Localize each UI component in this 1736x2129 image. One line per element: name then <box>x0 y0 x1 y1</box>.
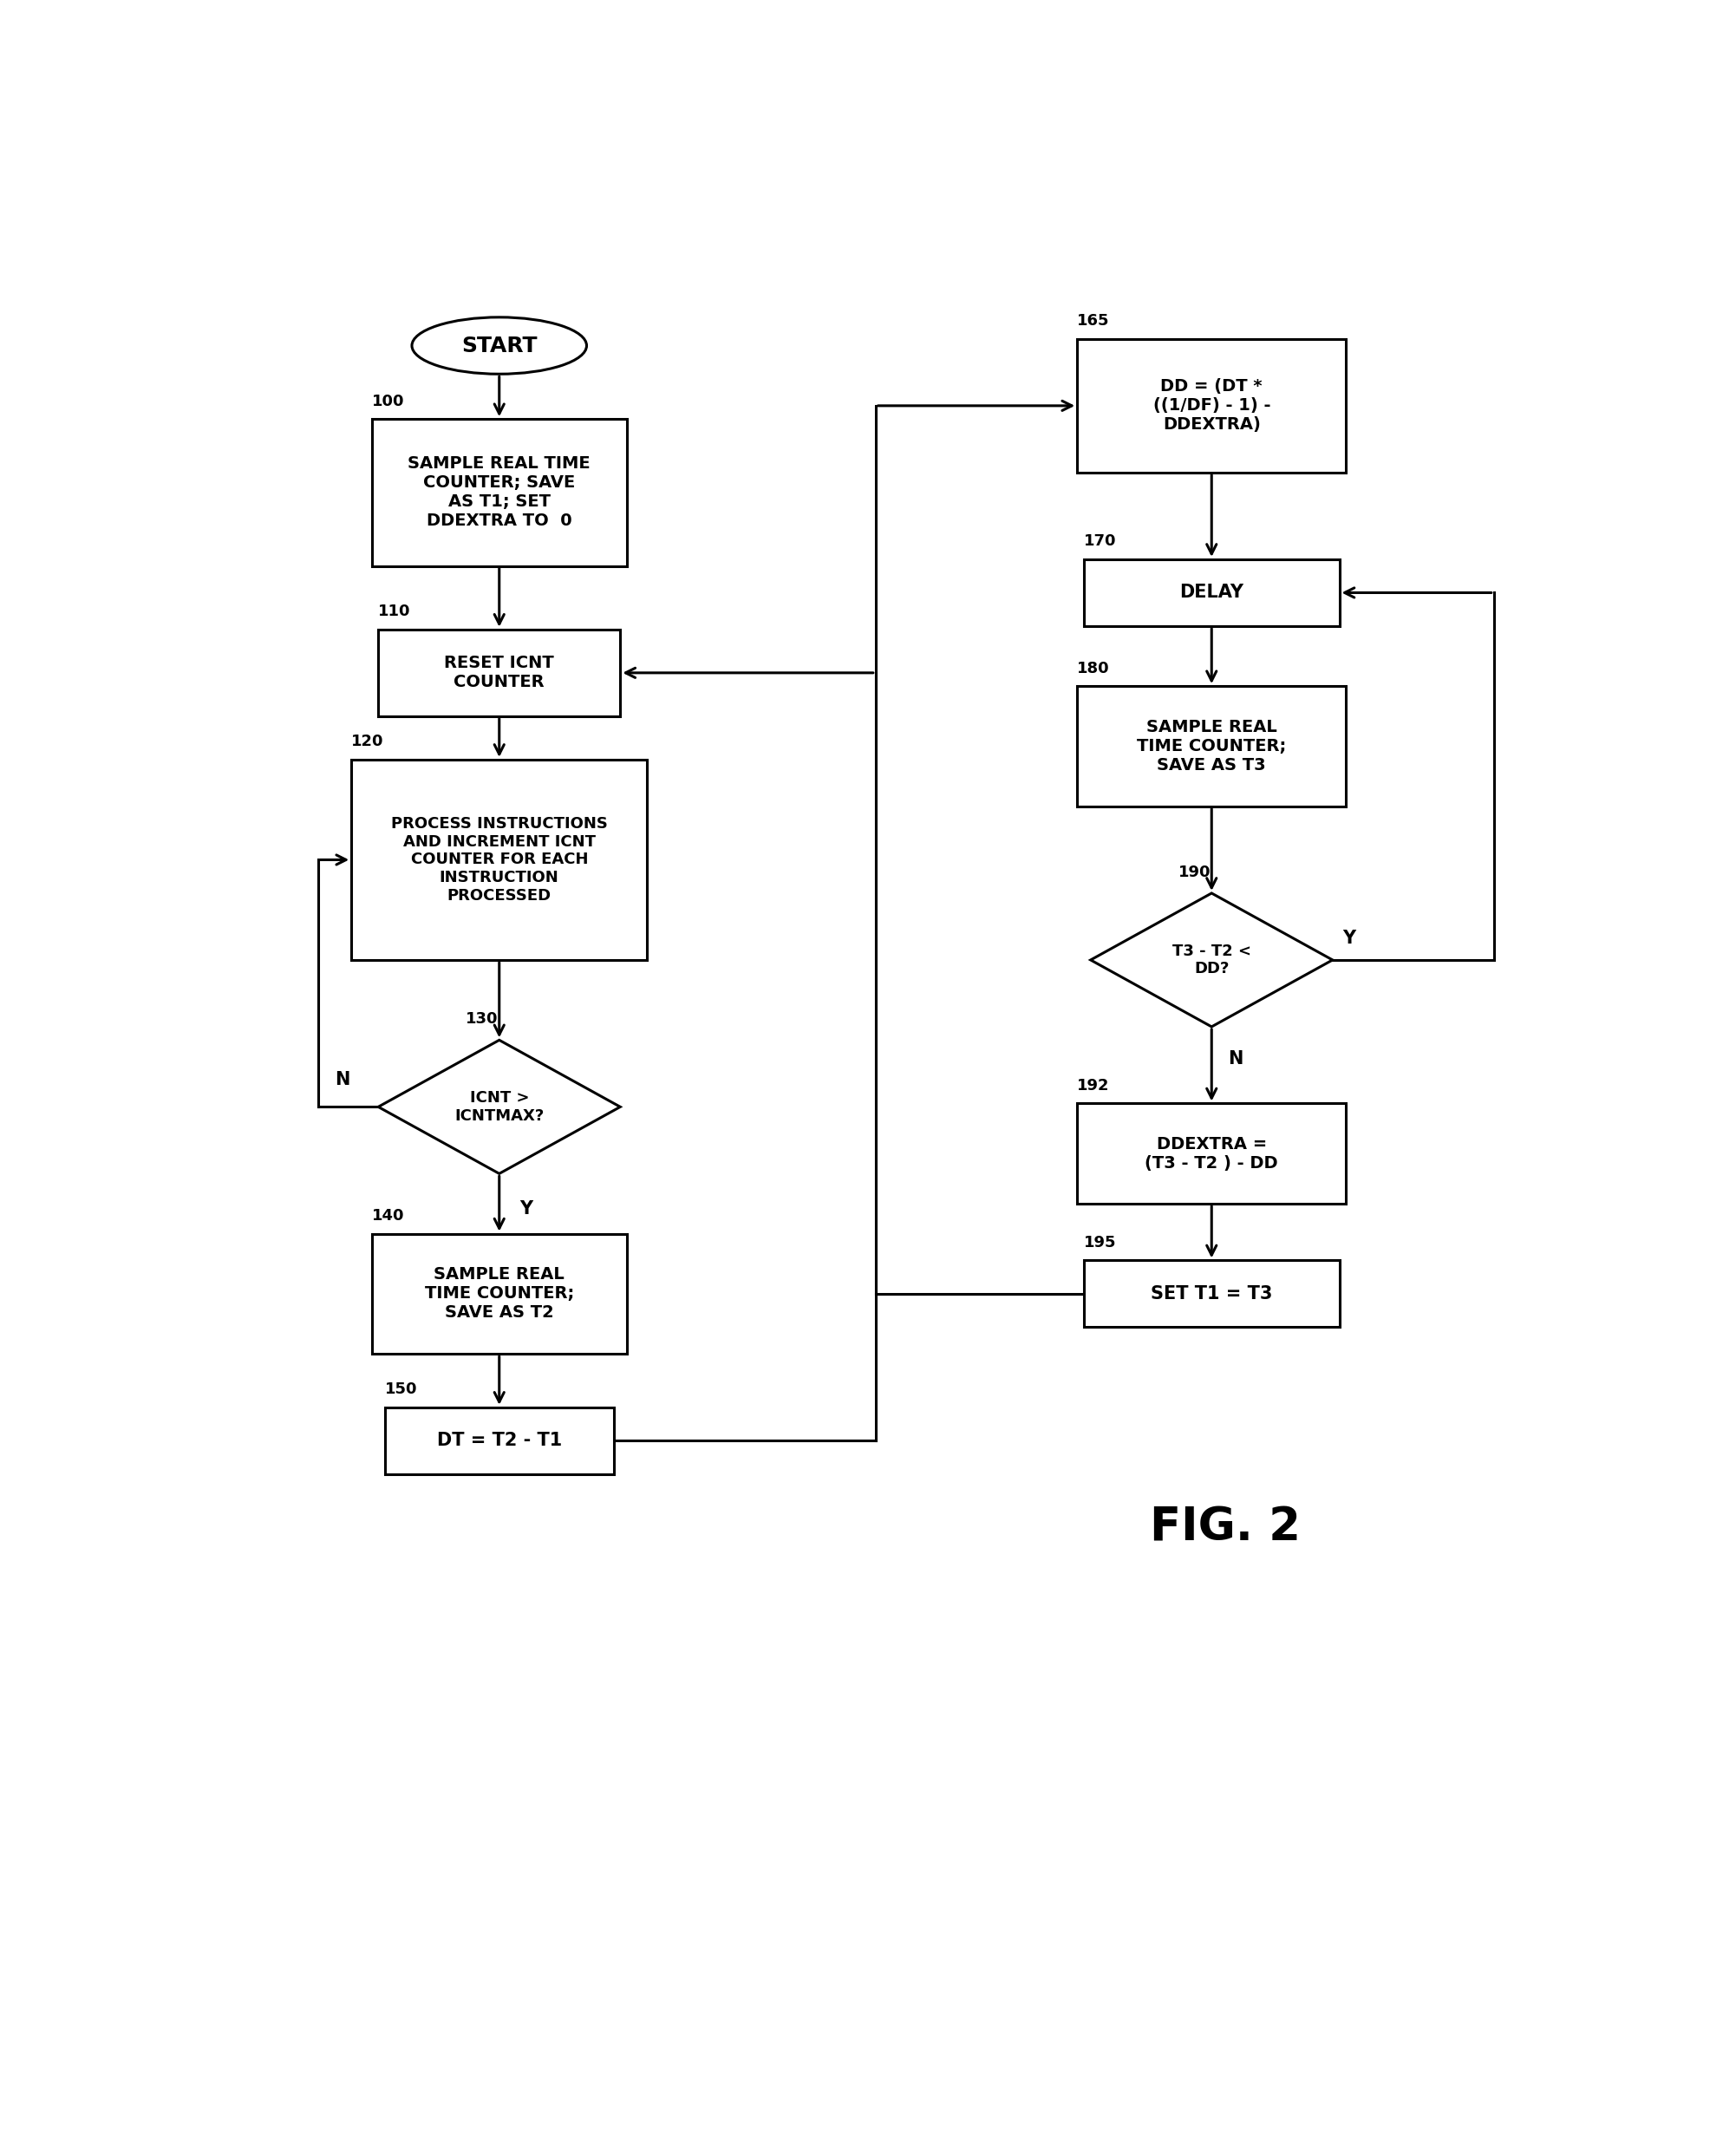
Text: 170: 170 <box>1083 534 1116 549</box>
FancyBboxPatch shape <box>1083 1260 1338 1326</box>
Polygon shape <box>1090 894 1333 1026</box>
Text: DT = T2 - T1: DT = T2 - T1 <box>437 1433 562 1450</box>
Text: DD = (DT *
((1/DF) - 1) -
DDEXTRA): DD = (DT * ((1/DF) - 1) - DDEXTRA) <box>1153 379 1271 432</box>
Text: 195: 195 <box>1083 1235 1116 1250</box>
Text: SET T1 = T3: SET T1 = T3 <box>1151 1286 1272 1303</box>
Text: FIG. 2: FIG. 2 <box>1149 1505 1300 1550</box>
Text: 140: 140 <box>372 1207 404 1224</box>
FancyBboxPatch shape <box>372 419 627 566</box>
Text: 180: 180 <box>1078 660 1109 677</box>
Text: PROCESS INSTRUCTIONS
AND INCREMENT ICNT
COUNTER FOR EACH
INSTRUCTION
PROCESSED: PROCESS INSTRUCTIONS AND INCREMENT ICNT … <box>391 815 608 903</box>
Text: SAMPLE REAL TIME
COUNTER; SAVE
AS T1; SET
DDEXTRA TO  0: SAMPLE REAL TIME COUNTER; SAVE AS T1; SE… <box>408 456 590 530</box>
Text: DDEXTRA =
(T3 - T2 ) - DD: DDEXTRA = (T3 - T2 ) - DD <box>1146 1137 1278 1171</box>
Text: RESET ICNT
COUNTER: RESET ICNT COUNTER <box>444 656 554 690</box>
Ellipse shape <box>411 317 587 375</box>
Text: DELAY: DELAY <box>1179 583 1243 600</box>
FancyBboxPatch shape <box>351 760 648 960</box>
Text: ICNT >
ICNTMAX?: ICNT > ICNTMAX? <box>455 1090 543 1124</box>
Text: 165: 165 <box>1078 313 1109 330</box>
Text: START: START <box>462 334 536 356</box>
FancyBboxPatch shape <box>378 630 620 715</box>
Text: 190: 190 <box>1179 864 1210 879</box>
FancyBboxPatch shape <box>1083 560 1338 626</box>
FancyBboxPatch shape <box>385 1407 613 1473</box>
Text: 120: 120 <box>351 735 384 749</box>
Text: SAMPLE REAL
TIME COUNTER;
SAVE AS T2: SAMPLE REAL TIME COUNTER; SAVE AS T2 <box>425 1267 575 1322</box>
Text: Y: Y <box>1342 928 1356 947</box>
FancyBboxPatch shape <box>372 1233 627 1354</box>
Text: SAMPLE REAL
TIME COUNTER;
SAVE AS T3: SAMPLE REAL TIME COUNTER; SAVE AS T3 <box>1137 720 1286 773</box>
FancyBboxPatch shape <box>1078 339 1345 473</box>
Text: N: N <box>335 1071 349 1088</box>
Text: 150: 150 <box>385 1382 418 1397</box>
FancyBboxPatch shape <box>1078 686 1345 807</box>
Text: 110: 110 <box>378 605 411 620</box>
Text: Y: Y <box>519 1201 533 1218</box>
Text: 192: 192 <box>1078 1077 1109 1094</box>
Text: 130: 130 <box>465 1011 498 1026</box>
Text: T3 - T2 <
DD?: T3 - T2 < DD? <box>1172 943 1252 977</box>
FancyBboxPatch shape <box>1078 1103 1345 1203</box>
Text: N: N <box>1229 1050 1243 1067</box>
Polygon shape <box>378 1041 620 1173</box>
Text: 100: 100 <box>372 394 404 409</box>
